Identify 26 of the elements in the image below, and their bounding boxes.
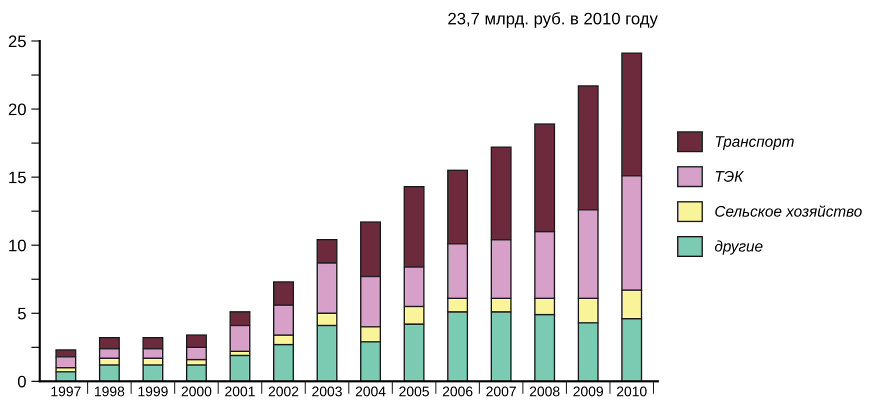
- x-tick-label: 2003: [312, 386, 342, 396]
- chart-title: 23,7 млрд. руб. в 2010 году: [448, 12, 658, 28]
- y-tick-label: 20: [8, 103, 26, 116]
- bar: [229, 354, 250, 382]
- x-tick-label: 1997: [51, 386, 81, 396]
- x-tick-label: 1998: [94, 386, 124, 396]
- legend-label: Сельское хозяйство: [715, 205, 862, 217]
- x-tick-label: 2000: [182, 386, 212, 396]
- x-tick-label: 2008: [530, 386, 560, 396]
- x-tick-label: 2006: [442, 386, 472, 396]
- x-tick-label: 2001: [225, 386, 255, 396]
- x-tick-label: 2002: [268, 386, 298, 396]
- y-tick-label: 25: [8, 35, 26, 48]
- y-tick-label: 0: [18, 376, 26, 388]
- x-tick-label: 2005: [399, 386, 429, 396]
- x-tick-label: 2004: [356, 386, 386, 396]
- y-tick-label: 15: [9, 172, 26, 184]
- legend-label: ТЭК: [716, 171, 744, 182]
- y-tick-label: 5: [18, 308, 26, 320]
- x-tick-label: 1999: [138, 386, 168, 396]
- legend-label: другие: [714, 240, 762, 255]
- x-tick-label: 2010: [616, 386, 647, 396]
- y-tick-label: 10: [9, 240, 26, 252]
- legend-label: Транспорт: [716, 136, 794, 150]
- x-tick-label: 2007: [486, 386, 516, 396]
- x-tick-label: 2009: [573, 386, 603, 396]
